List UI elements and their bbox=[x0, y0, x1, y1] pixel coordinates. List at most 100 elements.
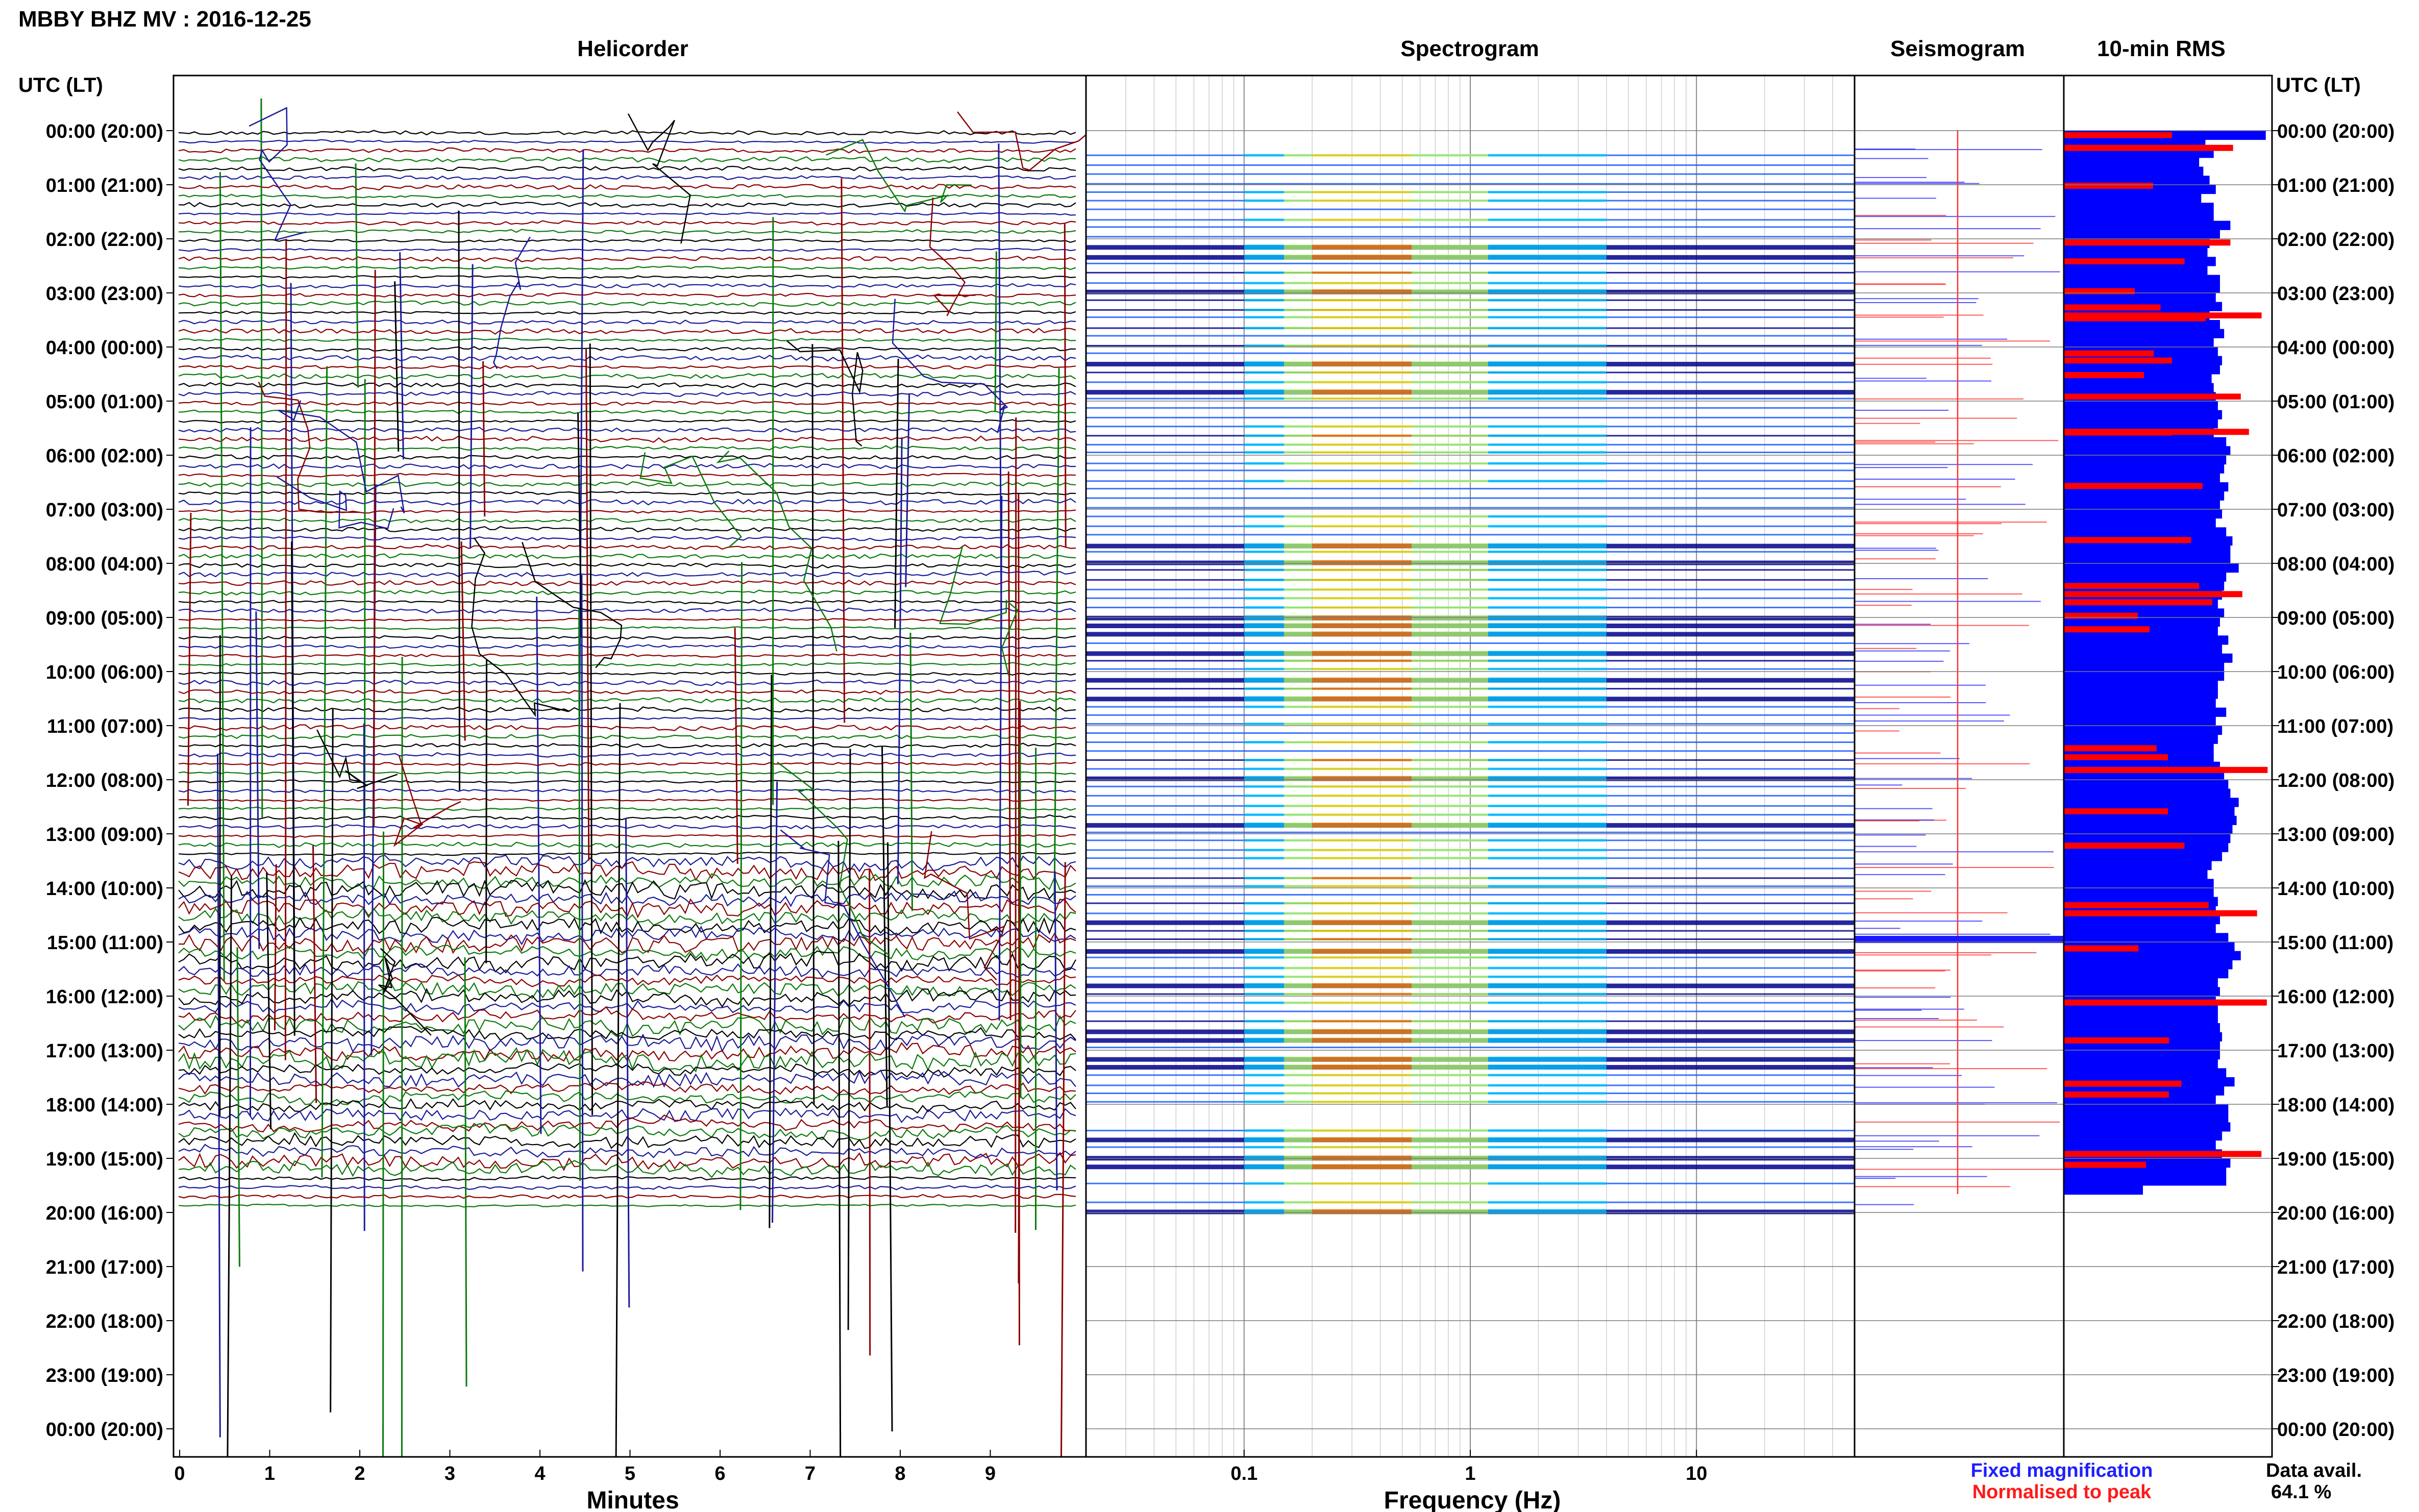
spectrogram-band bbox=[1283, 983, 1313, 988]
spectrogram-band bbox=[1312, 1209, 1412, 1214]
spectrogram-band bbox=[1244, 1084, 1284, 1087]
hour-label-left: 17:00 (13:00) bbox=[46, 1040, 163, 1062]
spectrogram-band bbox=[1283, 705, 1313, 708]
spectrogram-band bbox=[1244, 1100, 1284, 1103]
helicorder-excursion bbox=[471, 537, 569, 717]
helicorder-trace bbox=[178, 824, 1076, 830]
spectrogram-band bbox=[1244, 1037, 1284, 1043]
rms-bar-fixed bbox=[2064, 473, 2220, 483]
helicorder-trace bbox=[178, 1184, 1076, 1191]
helicorder-trace bbox=[178, 291, 1076, 298]
rms-bar-fixed bbox=[2064, 1122, 2231, 1132]
spectrogram-band bbox=[1488, 912, 1607, 915]
helicorder-trace bbox=[178, 409, 1076, 414]
spectrogram-band bbox=[1283, 849, 1313, 852]
spectrogram-band bbox=[1283, 282, 1313, 285]
rms-bar-fixed bbox=[2064, 852, 2223, 861]
helicorder-excursion bbox=[924, 831, 1005, 981]
rms-bar-fixed bbox=[2064, 1185, 2143, 1195]
hour-label-left: 01:00 (21:00) bbox=[46, 175, 163, 196]
spectrogram-band bbox=[1244, 425, 1284, 428]
spectrogram-band bbox=[1488, 857, 1607, 860]
spectrogram-band bbox=[1312, 983, 1412, 988]
spectrogram-band bbox=[1312, 462, 1412, 465]
helicorder-trace bbox=[178, 391, 1076, 397]
spectrogram-band bbox=[1411, 254, 1489, 260]
rms-bar-fixed bbox=[2064, 1113, 2229, 1123]
spectrogram-band bbox=[1312, 839, 1412, 842]
spectrogram-band bbox=[1283, 371, 1313, 374]
spectrogram-band bbox=[1283, 327, 1313, 330]
spectrogram-band bbox=[1312, 885, 1412, 888]
spectrogram-band bbox=[1312, 651, 1412, 656]
panel-frame bbox=[1854, 75, 2065, 1458]
helicorder-excursion bbox=[892, 299, 1008, 433]
spectrogram-band bbox=[1488, 877, 1607, 880]
spectrogram-band bbox=[1312, 397, 1412, 400]
spectrogram-band bbox=[1312, 696, 1412, 702]
spectrogram-band bbox=[1312, 667, 1412, 671]
spectrogram-band bbox=[1411, 327, 1489, 330]
spectrogram-band bbox=[1411, 1209, 1489, 1214]
rms-bar-fixed bbox=[2064, 680, 2218, 690]
hour-label-right: 13:00 (09:00) bbox=[2277, 824, 2395, 846]
spectrogram-band bbox=[1488, 244, 1607, 250]
rms-bar-fixed bbox=[2064, 247, 2208, 257]
spectrogram-band bbox=[1283, 785, 1313, 788]
rms-bar-fixed bbox=[2064, 978, 2218, 987]
spectrogram-band bbox=[1244, 578, 1284, 581]
rms-bar-fixed bbox=[2064, 1140, 2216, 1150]
minute-tick-label: 0 bbox=[174, 1463, 185, 1484]
spectrogram-band bbox=[1312, 550, 1412, 553]
spectrogram-band bbox=[1312, 1201, 1412, 1204]
hour-label-right: 02:00 (22:00) bbox=[2277, 229, 2395, 251]
spectrogram-band bbox=[1283, 696, 1313, 702]
spectrogram-band bbox=[1411, 687, 1489, 690]
spectrogram-band bbox=[1411, 316, 1489, 319]
spectrogram-band bbox=[1312, 741, 1412, 744]
spectrogram-band bbox=[1244, 397, 1284, 400]
rms-bar-fixed bbox=[2064, 870, 2208, 879]
spectrogram-band bbox=[1411, 568, 1489, 572]
minute-tick-label: 7 bbox=[805, 1463, 816, 1484]
minute-tick-label: 1 bbox=[264, 1463, 275, 1484]
spectrogram-band bbox=[1312, 1056, 1412, 1062]
rms-bar-normalised bbox=[2064, 583, 2200, 589]
helicorder-spike bbox=[1053, 368, 1060, 902]
spectrogram-row bbox=[1086, 534, 1855, 536]
spectrogram-band bbox=[1488, 451, 1607, 454]
rms-bar-fixed bbox=[2064, 500, 2220, 510]
spectrogram-row bbox=[1086, 1010, 1855, 1012]
hour-label-left: 15:00 (11:00) bbox=[47, 932, 163, 954]
spectrogram-band bbox=[1312, 785, 1412, 788]
spectrogram-band bbox=[1488, 578, 1607, 581]
helicorder-spike bbox=[217, 754, 221, 1437]
helicorder-trace bbox=[178, 607, 1076, 614]
spectrogram-band bbox=[1488, 839, 1607, 842]
helicorder-trace bbox=[178, 283, 1076, 289]
spectrogram-band bbox=[1488, 1092, 1607, 1095]
spectrogram-band bbox=[1411, 912, 1489, 915]
spectrogram-band bbox=[1411, 1037, 1489, 1043]
spectrogram-band bbox=[1411, 667, 1489, 671]
rms-bar-fixed bbox=[2064, 815, 2237, 825]
rms-bar-fixed bbox=[2064, 734, 2218, 744]
helicorder-excursion bbox=[258, 382, 360, 513]
helicorder-trace bbox=[178, 697, 1076, 704]
helicorder-excursion bbox=[716, 451, 837, 652]
helicorder-excursion bbox=[316, 729, 398, 789]
spectrogram-band bbox=[1488, 308, 1607, 311]
helicorder-spike bbox=[585, 349, 590, 861]
spectrogram-row bbox=[1086, 407, 1855, 409]
spectrogram-band bbox=[1312, 677, 1412, 683]
rms-bar-fixed bbox=[2064, 437, 2227, 447]
helicorder-spike bbox=[578, 149, 584, 754]
spectrogram-band bbox=[1312, 190, 1412, 193]
spectrogram-band bbox=[1488, 983, 1607, 988]
spectrogram-band bbox=[1244, 705, 1284, 708]
spectrogram-band bbox=[1244, 631, 1284, 637]
spectrogram-band bbox=[1488, 327, 1607, 330]
rms-bar-fixed bbox=[2064, 915, 2220, 925]
spectrogram-band bbox=[1283, 1029, 1313, 1034]
helicorder-excursion bbox=[639, 452, 742, 548]
